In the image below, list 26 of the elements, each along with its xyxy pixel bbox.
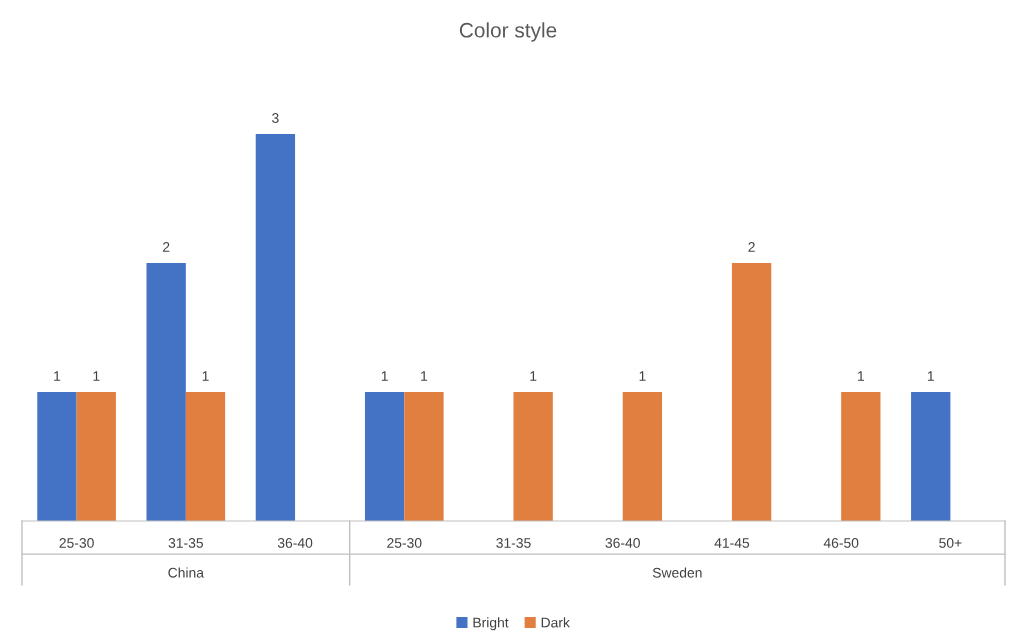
data-label: 1: [927, 371, 934, 381]
x-tick-label: 46-50: [823, 538, 859, 548]
data-label: 2: [748, 242, 755, 252]
legend-label: Dark: [541, 617, 570, 628]
x-tick-label: 36-40: [605, 538, 640, 548]
text: China: [168, 567, 204, 578]
legend-label: Bright: [473, 617, 509, 631]
x-tick-label: 41-45: [714, 538, 750, 548]
data-label: 1: [93, 371, 100, 381]
data-label: 1: [639, 371, 646, 381]
x-tick-label: 31-35: [168, 538, 204, 548]
x-tick-label: 25-30: [59, 538, 94, 548]
data-label: 1: [54, 371, 61, 381]
x-tick-label: 25-30: [387, 538, 422, 548]
data-label: 1: [530, 371, 537, 381]
data-label: 1: [421, 371, 428, 381]
data-label: 1: [381, 371, 388, 381]
x-tick-label: 31-35: [496, 538, 531, 548]
data-label: 1: [202, 371, 209, 381]
x-tick-label: 36-40: [277, 538, 313, 548]
data-label: 3: [272, 113, 279, 123]
data-label: 2: [163, 242, 170, 252]
text: Sweden: [652, 567, 702, 578]
x-tick-label: 50+: [939, 538, 962, 548]
data-label: 1: [858, 371, 865, 381]
chart-title: Color style: [459, 22, 557, 42]
